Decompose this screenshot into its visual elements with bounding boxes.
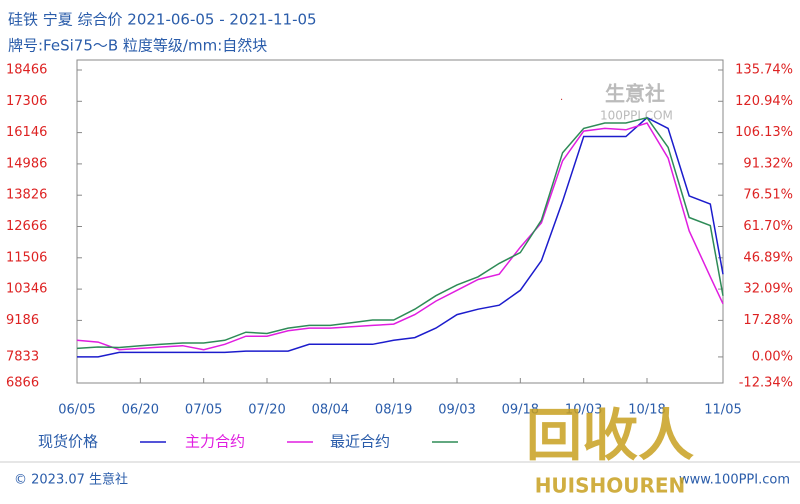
y2-tick-label: 76.51% [743,188,793,203]
series-line [76,116,724,350]
x-tick-label: 10/18 [628,403,665,418]
x-tick-label: 07/05 [185,403,222,418]
y2-tick-label: 0.00% [752,349,793,364]
watermark-small: HUISHOUREN [535,474,686,498]
footer-copyright: © 2023.07 生意社 [14,472,128,488]
logo-name: . [560,92,563,103]
y2-tick-label: 120.94% [735,94,793,109]
y-tick-label: 12666 [6,219,47,234]
y-tick-label: 6866 [6,376,39,391]
x-tick-label: 08/04 [312,403,349,418]
x-tick-label: 10/03 [565,403,602,418]
watermark: 回收人 [526,404,694,469]
y-tick-label: 10346 [6,282,47,297]
x-tick-label: 11/05 [704,403,741,418]
x-tick-label: 09/03 [438,403,475,418]
y-tick-label: 11506 [6,250,47,265]
y2-tick-label: -12.34% [739,376,793,391]
x-tick-label: 08/19 [375,403,412,418]
x-tick-label: 07/20 [248,403,285,418]
legend-label: 主力合约 [185,433,245,451]
chart-subtitle: 牌号:FeSi75～B 粒度等级/mm:自然块 [8,37,267,55]
y-tick-label: 14986 [6,156,47,171]
logo-text: 生意社 [605,82,665,106]
logo-url: 100PPI.COM [600,109,673,123]
series-line [77,116,724,358]
legend-label: 最近合约 [330,433,390,451]
y-tick-label: 9186 [6,313,39,328]
y2-tick-label: 106.13% [735,125,793,140]
chart-title: 硅铁 宁夏 综合价 2021-06-05 - 2021-11-05 [8,11,317,29]
x-tick-label: 06/20 [122,403,159,418]
y2-tick-label: 135.74% [735,63,793,78]
footer-site: www.100PPI.com [679,473,790,488]
y-tick-label: 17306 [6,94,47,109]
y2-tick-label: 91.32% [743,156,793,171]
y-tick-label: 7833 [6,349,39,364]
y2-tick-label: 46.89% [743,250,793,265]
y2-tick-label: 61.70% [743,219,793,234]
legend-label: 现货价格 [38,433,98,451]
y2-tick-label: 17.28% [743,313,793,328]
y-tick-label: 18466 [6,63,47,78]
y2-tick-label: 32.09% [743,282,793,297]
x-tick-label: 09/18 [502,403,539,418]
plot-frame [76,59,724,384]
y-tick-label: 13826 [6,188,47,203]
x-tick-label: 06/05 [58,403,95,418]
y-tick-label: 16146 [6,125,47,140]
series-line [76,122,724,351]
